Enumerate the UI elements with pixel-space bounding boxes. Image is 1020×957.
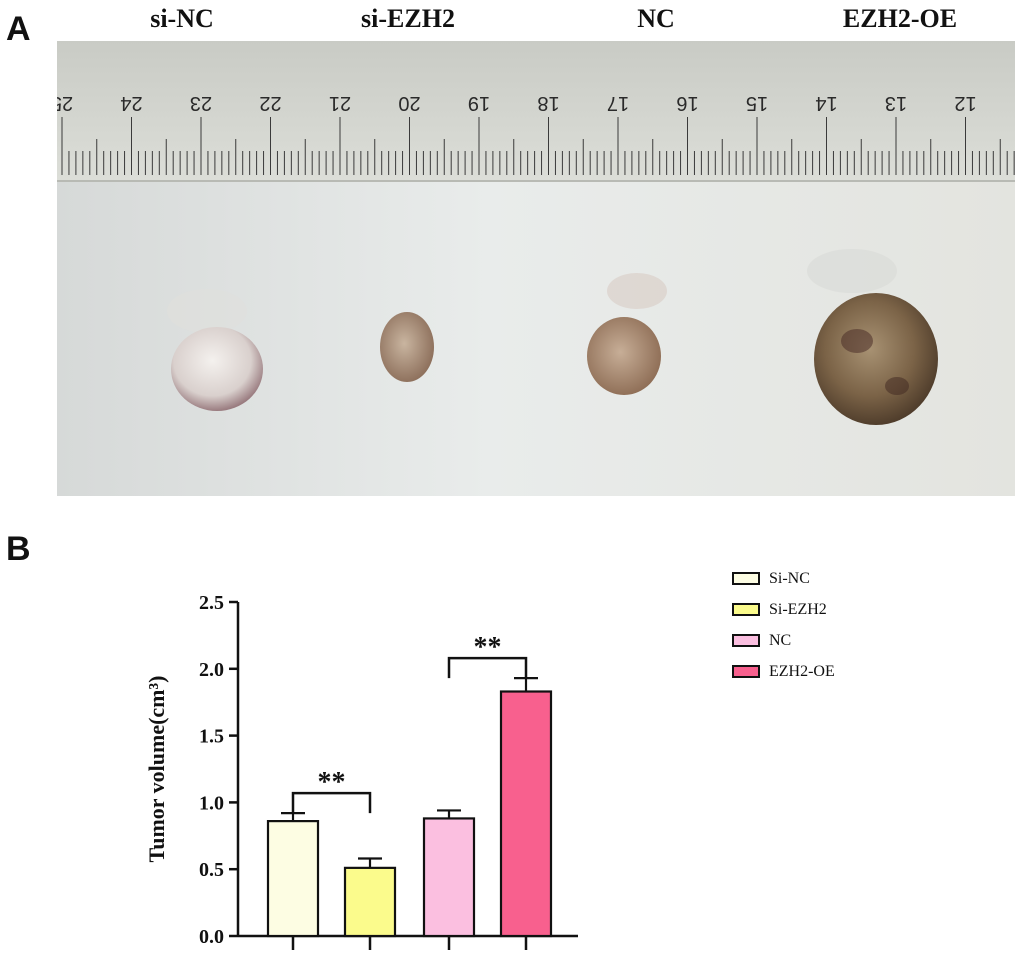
- ruler-number: 18: [537, 92, 559, 114]
- ruler-numbers: 25 24 23 22 21 20 19 18 17 16 15 14 13 12: [57, 92, 977, 114]
- bar-nc: [422, 817, 476, 938]
- y-tick-label: 2.5: [199, 592, 224, 614]
- ruler-number: 25: [57, 92, 73, 114]
- legend-swatch-ezh2-oe: [732, 665, 760, 678]
- y-tick-label: 2.0: [199, 659, 224, 681]
- y-tick-label: 1.5: [199, 726, 224, 748]
- ruler-number: 20: [398, 92, 420, 114]
- y-axis-label: Tumor volume(cm³): [144, 676, 169, 863]
- tumor-si-nc: [171, 327, 263, 411]
- legend-swatch-nc: [732, 634, 760, 647]
- group-label-si-ezh2: si-EZH2: [361, 4, 455, 33]
- y-tick-label: 1.0: [199, 792, 224, 814]
- legend-item-nc: NC: [732, 625, 835, 656]
- group-label-nc: NC: [637, 4, 675, 33]
- y-tick-label: 0.5: [199, 859, 224, 881]
- group-label-ezh2-oe: EZH2-OE: [842, 4, 958, 33]
- ruler-number: 22: [259, 92, 281, 114]
- significance-bracket: [447, 656, 528, 679]
- panel-b-letter: B: [6, 530, 31, 568]
- tumor-ezh2-oe: [814, 293, 938, 425]
- ruler-number: 13: [885, 92, 907, 114]
- significance-label: **: [474, 632, 502, 663]
- ruler-number: 14: [815, 92, 837, 114]
- bar-si-ezh2: [343, 866, 397, 938]
- tumor-photo: 25 24 23 22 21 20 19 18 17 16 15 14 13 12: [57, 41, 1015, 496]
- panel-a-letter: A: [6, 10, 31, 48]
- legend-swatch-si-nc: [732, 572, 760, 585]
- ruler-number: 12: [954, 92, 976, 114]
- legend-item-si-ezh2: Si-EZH2: [732, 594, 835, 625]
- legend-label-si-ezh2: Si-EZH2: [769, 600, 827, 618]
- chart-legend: Si-NC Si-EZH2 NC EZH2-OE: [732, 563, 835, 687]
- legend-label-si-nc: Si-NC: [769, 569, 810, 587]
- ruler-number: 24: [120, 92, 142, 114]
- significance-label: **: [318, 767, 346, 798]
- ruler-number: 19: [468, 92, 490, 114]
- ruler-number: 16: [676, 92, 698, 114]
- legend-label-ezh2-oe: EZH2-OE: [769, 662, 835, 680]
- legend-label-nc: NC: [769, 631, 792, 649]
- ruler-number: 15: [746, 92, 768, 114]
- ruler-number: 23: [190, 92, 212, 114]
- bar-ezh2-oe: [499, 690, 553, 938]
- legend-item-si-nc: Si-NC: [732, 563, 835, 594]
- tumor-volume-chart: 0.0 0.5 1.0 1.5 2.0 2.5 Tumor volume(cm³) ** **: [144, 592, 578, 950]
- ruler-number: 21: [329, 92, 351, 114]
- legend-item-ezh2-oe: EZH2-OE: [732, 656, 835, 687]
- ruler-number: 17: [607, 92, 629, 114]
- legend-swatch-si-ezh2: [732, 603, 760, 616]
- tumor-nc: [587, 317, 661, 395]
- y-tick-label: 0.0: [199, 926, 224, 948]
- ruler-ticks: [61, 117, 1015, 175]
- group-label-si-nc: si-NC: [150, 4, 214, 33]
- significance-bracket: [291, 791, 372, 814]
- bar-si-nc: [266, 820, 320, 938]
- tumor-si-ezh2: [380, 312, 434, 382]
